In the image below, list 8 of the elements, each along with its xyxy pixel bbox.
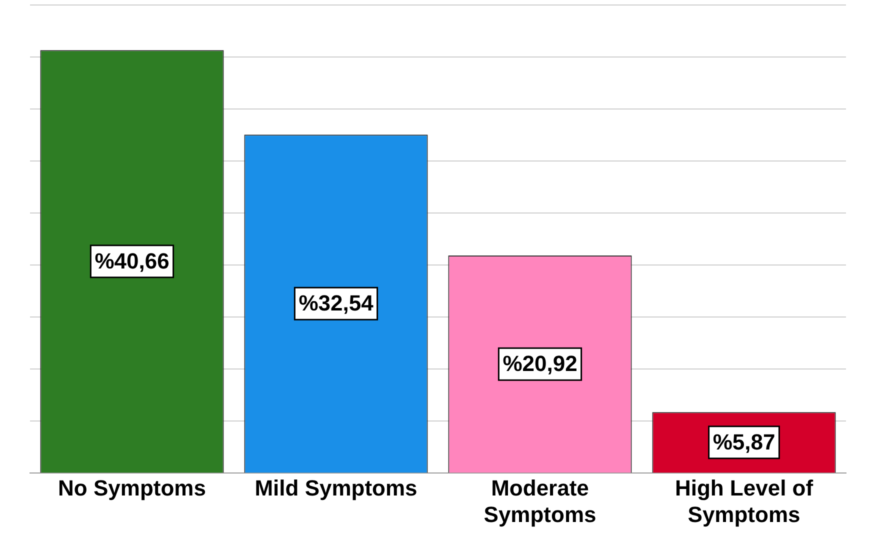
x-tick-label: Mild Symptoms <box>254 475 418 500</box>
data-label: %32,54 <box>298 290 374 316</box>
x-tick-label: Moderate Symptoms <box>484 475 596 527</box>
data-label: %5,87 <box>712 429 776 454</box>
x-tick-label: No Symptoms <box>58 475 206 500</box>
x-tick-label: High Level of Symptoms <box>674 475 814 527</box>
data-label: %20,92 <box>502 351 578 376</box>
data-label: %40,66 <box>94 248 170 274</box>
